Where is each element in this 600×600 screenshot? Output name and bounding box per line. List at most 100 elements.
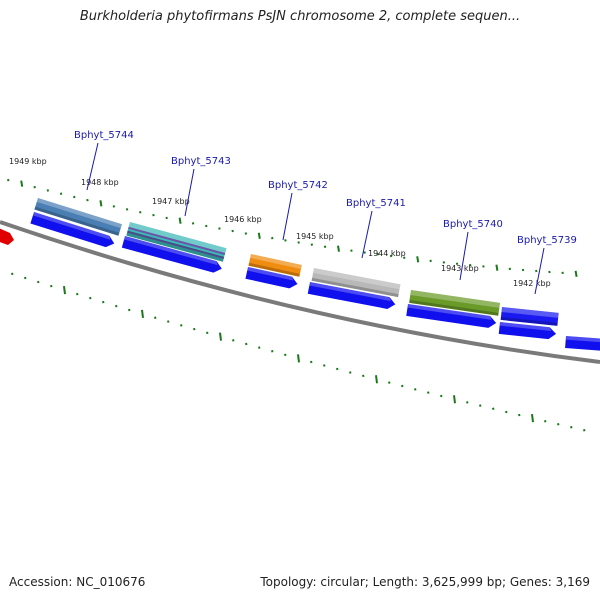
scale-tick (482, 265, 485, 268)
scale-tick (152, 213, 155, 217)
scale-tick (271, 350, 274, 353)
cds-arrow[interactable] (307, 282, 397, 310)
cds-arrow[interactable] (498, 322, 557, 340)
scale-tick (59, 192, 63, 195)
scale-tick (297, 241, 300, 244)
scale-tick (389, 254, 393, 258)
scale-tick (244, 232, 248, 235)
scale-tick (350, 249, 353, 252)
gene-label-leader (361, 210, 373, 259)
scale-tick (401, 384, 404, 388)
scale-tick (167, 320, 170, 323)
gene-arrow-red[interactable] (0, 226, 14, 245)
scale-tick (323, 364, 326, 367)
scale-tick (89, 296, 92, 300)
scale-label: 1944 kbp (368, 249, 406, 258)
gene-bar-bphyt-5740[interactable] (409, 290, 501, 316)
scale-tick (455, 262, 459, 266)
scale-tick (128, 308, 131, 312)
scale-tick (416, 256, 420, 263)
scale-tick (218, 227, 221, 230)
gene-bar-bphyt-5743[interactable] (126, 222, 227, 262)
gene-label[interactable]: Bphyt_5743 (171, 156, 231, 167)
scale-tick (154, 316, 157, 319)
chromosome-backbone (0, 220, 600, 364)
scale-tick (518, 413, 521, 417)
gene-label[interactable]: Bphyt_5744 (74, 130, 134, 141)
scale-tick (521, 268, 525, 272)
scale-tick (11, 272, 14, 276)
cds-arrow[interactable] (245, 267, 298, 290)
scale-tick (102, 300, 105, 304)
gene-labels: Bphyt_5744 Bphyt_5743 Bphyt_5742 Bphyt_5741… (74, 130, 577, 295)
scale-tick (453, 395, 456, 404)
scale-tick (115, 304, 118, 308)
scale-tick (375, 375, 378, 384)
scale-tick (427, 391, 430, 394)
gene-bar-bphyt-5744[interactable] (34, 198, 122, 236)
scale-tick (388, 381, 391, 384)
scale-labels: 1949 kbp 1948 kbp 1947 kbp 1946 kbp 1945 kbp… (9, 157, 551, 288)
scale-tick (76, 292, 79, 296)
gene-label[interactable]: Bphyt_5740 (443, 219, 503, 230)
scale-tick (548, 270, 551, 274)
genome-summary-text: Topology: circular; Length: 3,625,999 bp… (260, 575, 590, 589)
scale-label: 1942 kbp (513, 279, 551, 288)
map-title: Burkholderia phytofirmans PsJN chromosom… (79, 9, 521, 24)
cds-arrow[interactable] (121, 236, 224, 275)
scale-tick (205, 224, 208, 228)
gene-label[interactable]: Bphyt_5742 (268, 180, 328, 191)
cds-arrow[interactable] (30, 212, 116, 249)
scale-label: 1948 kbp (81, 178, 119, 187)
scale-tick (99, 200, 103, 207)
gene-label-leader (459, 231, 469, 281)
scale-tick (310, 243, 314, 246)
gene-bar-bphyt-5739[interactable] (500, 307, 559, 326)
scale-tick (232, 339, 235, 342)
scale-tick (112, 205, 116, 208)
scale-tick (180, 324, 183, 327)
scale-tick (284, 239, 287, 242)
scale-tick (139, 211, 142, 214)
scale-tick (323, 245, 327, 248)
gene-label[interactable]: Bphyt_5739 (517, 235, 577, 246)
accession-text: Accession: NC_010676 (9, 575, 146, 589)
scale-tick (349, 371, 352, 374)
scale-tick (376, 253, 380, 256)
scale-tick (46, 189, 50, 192)
scale-tick (492, 407, 495, 411)
gene-bar-bphyt-5741[interactable] (311, 268, 401, 298)
scale-tick (73, 195, 76, 199)
scale-tick (544, 419, 547, 423)
scale-label: 1947 kbp (152, 197, 190, 206)
gene-label-leader (282, 192, 293, 241)
scale-tick (297, 354, 300, 363)
cds-arrow[interactable] (406, 304, 497, 329)
scale-tick (310, 360, 313, 364)
scale-tick (86, 198, 89, 202)
scale-label: 1945 kbp (296, 232, 334, 241)
scale-tick (33, 185, 36, 189)
scale-tick (535, 269, 538, 273)
scale-tick (284, 353, 287, 357)
scale-tick (574, 270, 578, 277)
scale-tick (191, 222, 195, 225)
scale-tick (440, 394, 443, 398)
scale-tick (245, 342, 248, 346)
inner-scale-ticks (11, 272, 586, 432)
scale-tick (469, 263, 472, 267)
scale-tick (557, 423, 560, 426)
gene-bar-bphyt-5742[interactable] (248, 253, 302, 277)
scale-tick (505, 410, 508, 414)
scale-tick (178, 217, 182, 224)
scale-tick (37, 280, 40, 284)
scale-tick (7, 178, 10, 182)
cds-arrow[interactable] (565, 336, 600, 352)
gene-label-leader (86, 142, 99, 191)
scale-tick (508, 267, 512, 271)
scale-tick (403, 256, 406, 259)
gene-label[interactable]: Bphyt_5741 (346, 198, 406, 209)
feature-track (0, 198, 600, 352)
scale-tick (206, 331, 209, 335)
